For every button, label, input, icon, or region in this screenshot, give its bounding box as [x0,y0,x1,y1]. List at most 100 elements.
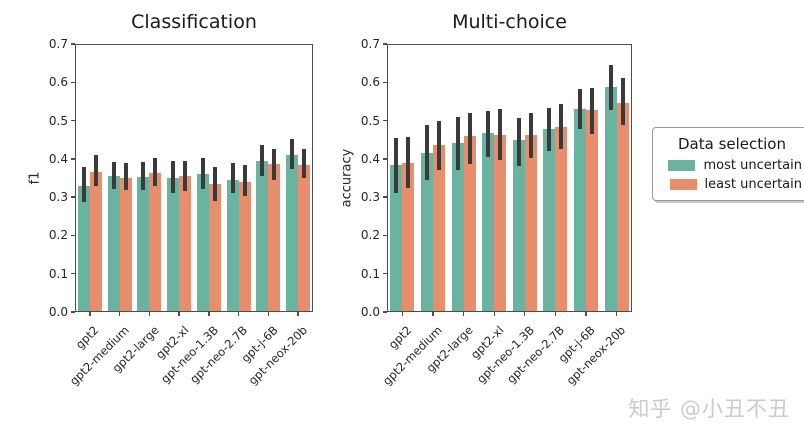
x-tick-label-text: gpt-neo-2.7B [187,323,251,387]
x-tick-mark [401,312,403,316]
bar-most-uncertain-gpt2-xl [482,132,495,312]
x-tick-label: gpt2-medium [0,319,132,388]
y-tick-mark [383,234,387,237]
bar-most-uncertain-gpt2 [77,185,90,312]
x-tick-label: gpt2-large [320,319,475,375]
y-tick-label: 0.2 [360,228,380,243]
bar-least-uncertain-gpt-neo-2.7B [555,127,568,312]
chart-title: Multi-choice [452,11,567,33]
error-bar-most-uncertain-gpt2-medium [424,124,429,180]
y-tick-label: 0.3 [360,190,380,205]
x-tick-mark [432,312,434,316]
legend-item-least-uncertain: least uncertain [662,177,802,192]
x-tick-mark [237,312,240,316]
bar-most-uncertain-gpt-j-6B [256,161,269,312]
legend-title: Data selection [677,135,786,153]
bar-least-uncertain-gpt-j-6B [586,109,599,312]
x-tick-label-text: gpt2-xl [467,323,507,362]
x-tick-mark [297,312,299,316]
y-tick-label: 0.0 [48,305,68,319]
error-bar-most-uncertain-gpt2 [394,137,399,193]
bar-least-uncertain-gpt-neox-20b [298,164,311,312]
y-tick-mark [71,81,75,83]
y-tick-mark [383,196,387,198]
error-bar-least-uncertain-gpt2-medium [436,120,441,171]
x-tick-label: gpt-neo-2.7B [95,319,250,386]
x-tick-label: gpt2 [0,319,102,352]
error-bar-least-uncertain-gpt2-xl [498,108,503,161]
error-bar-least-uncertain-gpt2-medium [123,163,128,190]
bar-least-uncertain-gpt2-large [463,136,476,312]
x-tick-mark [616,312,618,316]
error-bar-least-uncertain-gpt2-xl [183,161,188,191]
chart-title: Classification [131,11,257,33]
error-bar-least-uncertain-gpt-neo-1.3B [212,166,217,201]
y-tick-mark [71,43,75,45]
bar-most-uncertain-gpt-neo-1.3B [196,173,209,312]
x-tick-mark [148,312,151,316]
bar-least-uncertain-gpt2 [402,163,415,312]
error-bar-most-uncertain-gpt2-xl [486,110,491,157]
x-tick-label: gpt-neox-20b [154,319,310,387]
bar-most-uncertain-gpt-neo-2.7B [543,128,556,312]
bar-most-uncertain-gpt-neo-2.7B [226,179,239,312]
y-tick-mark [383,311,387,313]
error-bar-most-uncertain-gpt2-large [455,117,460,170]
y-tick-mark [71,119,75,122]
error-bar-most-uncertain-gpt-neo-1.3B [200,157,205,190]
y-axis-label: f1 [27,171,43,185]
x-tick-label-text: gpt2-xl [152,323,192,362]
x-tick-label: gpt-neo-2.7B [411,319,567,386]
error-bar-most-uncertain-gpt-neox-20b [290,138,295,169]
error-bar-least-uncertain-gpt2-large [153,158,158,187]
x-tick-label-text: gpt-neo-2.7B [504,323,568,387]
classification-chart: Classification f1 0.0 0.1 0.2 0.3 0.4 0.5 0.6 0… [28,11,313,388]
y-tick-mark [383,119,387,122]
x-tick-label-text: gpt2-large [109,323,162,376]
error-bar-least-uncertain-gpt-neox-20b [302,148,307,179]
error-bar-most-uncertain-gpt-neox-20b [608,65,613,110]
x-tick-label-text: gpt-neo-1.3B [157,323,221,387]
y-tick-mark [383,273,387,275]
plot-area: 0.0 0.1 0.2 0.3 0.4 0.5 0.6 0.7 gpt2 gpt2-medium g… [49,37,313,388]
bar-least-uncertain-gpt-j-6B [268,164,281,312]
x-tick-label-text: gpt-neox-20b [564,323,629,388]
x-tick-label-text: gpt-j-6B [555,323,598,366]
x-tick-label-text: gpt2 [73,323,102,352]
x-tick-mark [554,312,557,316]
y-tick-label: 0.5 [48,113,68,128]
x-tick-label-text: gpt2 [385,323,415,352]
most-uncertain-swatch [668,160,696,171]
y-tick-mark [383,81,387,83]
error-bar-least-uncertain-gpt-neox-20b [620,78,625,126]
y-tick-mark [383,43,387,45]
y-tick-label: 0.7 [360,37,380,51]
bar-most-uncertain-gpt2-medium [107,176,120,312]
legend-item-label: least uncertain [704,177,802,192]
bar-least-uncertain-gpt2 [89,171,102,312]
x-tick-mark [178,312,180,316]
x-tick-label-text: gpt-j-6B [237,323,281,366]
y-tick-label: 0.0 [360,305,380,319]
bar-most-uncertain-gpt-neox-20b [286,154,299,312]
watermark: 知乎 @小丑不丑 [628,397,790,421]
x-tick-mark [118,312,121,316]
x-tick-mark [208,312,210,316]
y-tick-mark [71,311,75,313]
error-bar-most-uncertain-gpt-neo-2.7B [547,108,552,152]
multi-choice-chart: Multi-choice accuracy 0.0 0.1 0.2 0.3 0.4 0.5… [340,11,632,388]
x-tick-label: gpt2-medium [289,319,445,388]
bar-least-uncertain-gpt-neo-2.7B [238,181,251,312]
x-tick-label: gpt-neox-20b [473,319,628,387]
plot-area: 0.0 0.1 0.2 0.3 0.4 0.5 0.6 0.7 gpt2 gpt2-medium g… [361,37,632,388]
bar-least-uncertain-gpt-neox-20b [616,102,629,312]
y-tick-label: 0.7 [48,37,68,51]
x-tick-label: gpt-j-6B [442,319,598,365]
bar-least-uncertain-gpt2-medium [119,177,132,312]
error-bar-least-uncertain-gpt-neo-1.3B [528,112,533,158]
x-tick-label-text: gpt2-medium [379,323,445,388]
x-tick-mark [585,312,587,316]
x-tick-label: gpt2-xl [35,319,191,362]
error-bar-most-uncertain-gpt-j-6B [578,88,583,129]
x-tick-mark [89,312,91,316]
